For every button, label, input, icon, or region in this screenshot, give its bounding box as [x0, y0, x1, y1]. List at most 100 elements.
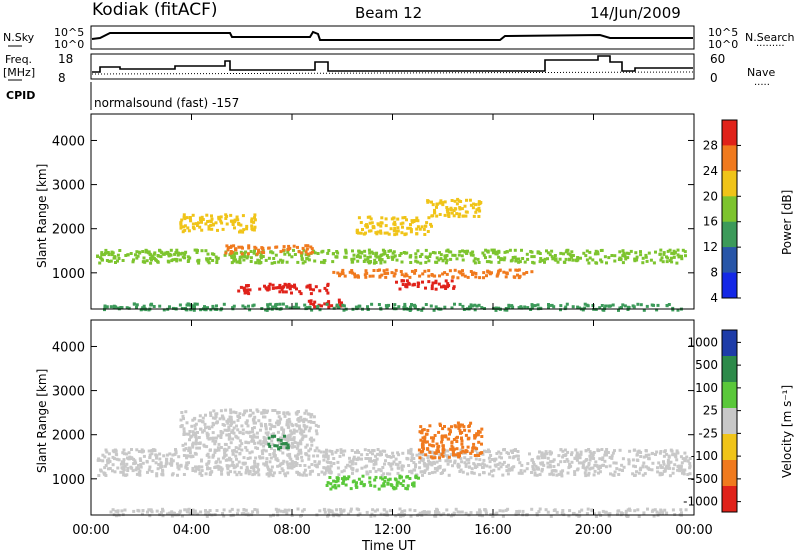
velocity-cell — [546, 456, 550, 460]
power-cell — [618, 306, 622, 310]
velocity-cell — [374, 459, 378, 463]
velocity-cell — [286, 443, 290, 447]
power-cell — [195, 302, 199, 306]
velocity-cell — [668, 466, 671, 470]
velocity-cell — [272, 432, 276, 436]
velocity-cell — [294, 464, 298, 467]
velocity-cell — [516, 454, 520, 458]
velocity-cell — [455, 440, 459, 443]
velocity-cell — [238, 430, 242, 434]
velocity-cell — [199, 510, 203, 514]
velocity-cell — [337, 484, 341, 488]
power-cell — [446, 210, 450, 214]
velocity-cell — [191, 430, 195, 434]
velocity-cell — [339, 512, 343, 516]
velocity-cell — [377, 468, 381, 472]
velocity-cell — [557, 472, 561, 476]
power-cell — [247, 304, 250, 308]
velocity-cell — [489, 454, 493, 457]
velocity-cell — [435, 468, 439, 472]
power-cell — [475, 304, 479, 308]
power-cell — [453, 302, 456, 306]
power-cell — [241, 214, 245, 218]
velocity-cell — [227, 437, 231, 441]
velocity-cell — [191, 469, 195, 472]
velocity-cell — [179, 463, 183, 467]
velocity-cell — [219, 433, 223, 437]
velocity-cell — [194, 437, 198, 441]
velocity-cell — [430, 471, 434, 475]
velocity-cell — [533, 471, 537, 475]
velocity-cell — [552, 465, 556, 468]
power-cell — [215, 261, 219, 264]
power-cell — [404, 272, 408, 276]
velocity-cell — [581, 465, 585, 469]
velocity-cell — [208, 467, 212, 471]
velocity-cell — [682, 472, 686, 476]
power-cell — [455, 212, 459, 216]
velocity-cell — [380, 453, 383, 456]
power-cell — [259, 255, 263, 258]
power-cell — [350, 269, 354, 272]
power-cell — [591, 258, 595, 262]
velocity-cell — [304, 418, 308, 422]
velocity-cell — [137, 509, 141, 513]
power-cell — [399, 252, 403, 255]
velocity-cell — [262, 444, 266, 448]
velocity-cell — [459, 448, 463, 452]
velocity-cell — [295, 429, 299, 433]
velocity-cell — [273, 409, 277, 412]
velocity-cell — [159, 462, 163, 465]
velocity-cell — [289, 429, 293, 433]
velocity-cell — [244, 446, 248, 450]
power-cell — [427, 269, 431, 273]
velocity-cell — [268, 460, 272, 464]
velocity-cell — [236, 508, 240, 512]
velocity-cell — [394, 462, 398, 466]
velocity-cell — [344, 483, 348, 487]
velocity-cell — [436, 511, 440, 515]
velocity-cell — [253, 441, 257, 445]
power-cell — [311, 250, 314, 254]
velocity-cell — [435, 442, 439, 446]
power-cell — [242, 228, 246, 232]
velocity-cell — [407, 449, 411, 453]
velocity-cell — [113, 457, 116, 461]
velocity-cell — [560, 471, 564, 475]
power-cell — [253, 216, 256, 220]
power-cell — [536, 303, 540, 307]
power-cell — [403, 216, 407, 219]
velocity-ytick-label: 4000 — [52, 340, 85, 355]
power-cell — [437, 282, 441, 286]
power-cell — [393, 226, 397, 230]
velocity-cell — [418, 460, 422, 464]
power-cell — [461, 258, 465, 262]
velocity-cell — [410, 471, 414, 475]
velocity-cell — [405, 487, 409, 491]
velocity-cell — [309, 470, 313, 473]
power-cell — [161, 252, 165, 256]
power-cell — [107, 253, 111, 257]
velocity-cell — [158, 457, 162, 461]
power-cell — [209, 223, 213, 227]
velocity-cell — [592, 451, 596, 454]
velocity-cell — [409, 514, 413, 518]
power-cell — [626, 305, 630, 309]
power-cell — [395, 258, 399, 262]
power-cell — [241, 230, 245, 234]
power-cell — [492, 306, 496, 310]
nsky-tick-top: 10^5 — [54, 26, 84, 39]
velocity-cell — [497, 450, 501, 454]
velocity-cell — [430, 451, 434, 455]
velocity-cell — [663, 449, 667, 453]
velocity-cell — [193, 424, 197, 428]
velocity-cell — [155, 472, 159, 476]
power-cell — [598, 306, 602, 310]
velocity-cell — [238, 452, 242, 455]
power-cell — [183, 252, 187, 256]
power-cell — [232, 256, 236, 260]
velocity-cell — [293, 445, 296, 449]
power-cell — [382, 252, 386, 256]
power-cell — [471, 250, 475, 254]
power-cell — [392, 216, 396, 220]
